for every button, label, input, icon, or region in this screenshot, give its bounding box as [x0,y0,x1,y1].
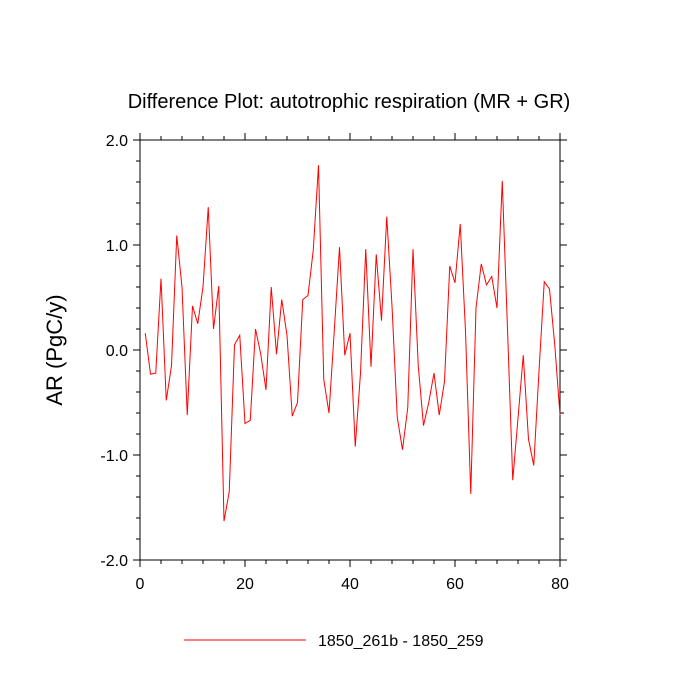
y-tick-label: 1.0 [106,238,128,255]
y-tick-label: 0.0 [106,343,128,360]
series-group [144,165,561,522]
x-tick-label: 40 [341,576,359,593]
x-tick-label: 0 [136,576,145,593]
y-tick-label: 2.0 [106,133,128,150]
major-ticks [133,133,567,567]
x-tick-label: 60 [446,576,464,593]
y-axis-label: AR (PgC/y) [42,294,67,405]
legend-label: 1850_261b - 1850_259 [318,633,484,650]
y-tick-label: -1.0 [100,448,128,465]
chart-title: Difference Plot: autotrophic respiration… [128,91,571,113]
series-line [144,165,561,522]
legend: 1850_261b - 1850_259 [184,633,484,650]
x-tick-label: 20 [236,576,254,593]
x-tick-label: 80 [551,576,569,593]
plot-frame [139,139,561,561]
minor-ticks [136,136,564,564]
y-tick-label: -2.0 [100,553,128,570]
y-axis-tick-labels: -2.0 -1.0 0.0 1.0 2.0 [100,133,128,570]
x-axis-tick-labels: 0 20 40 60 80 [136,576,569,593]
